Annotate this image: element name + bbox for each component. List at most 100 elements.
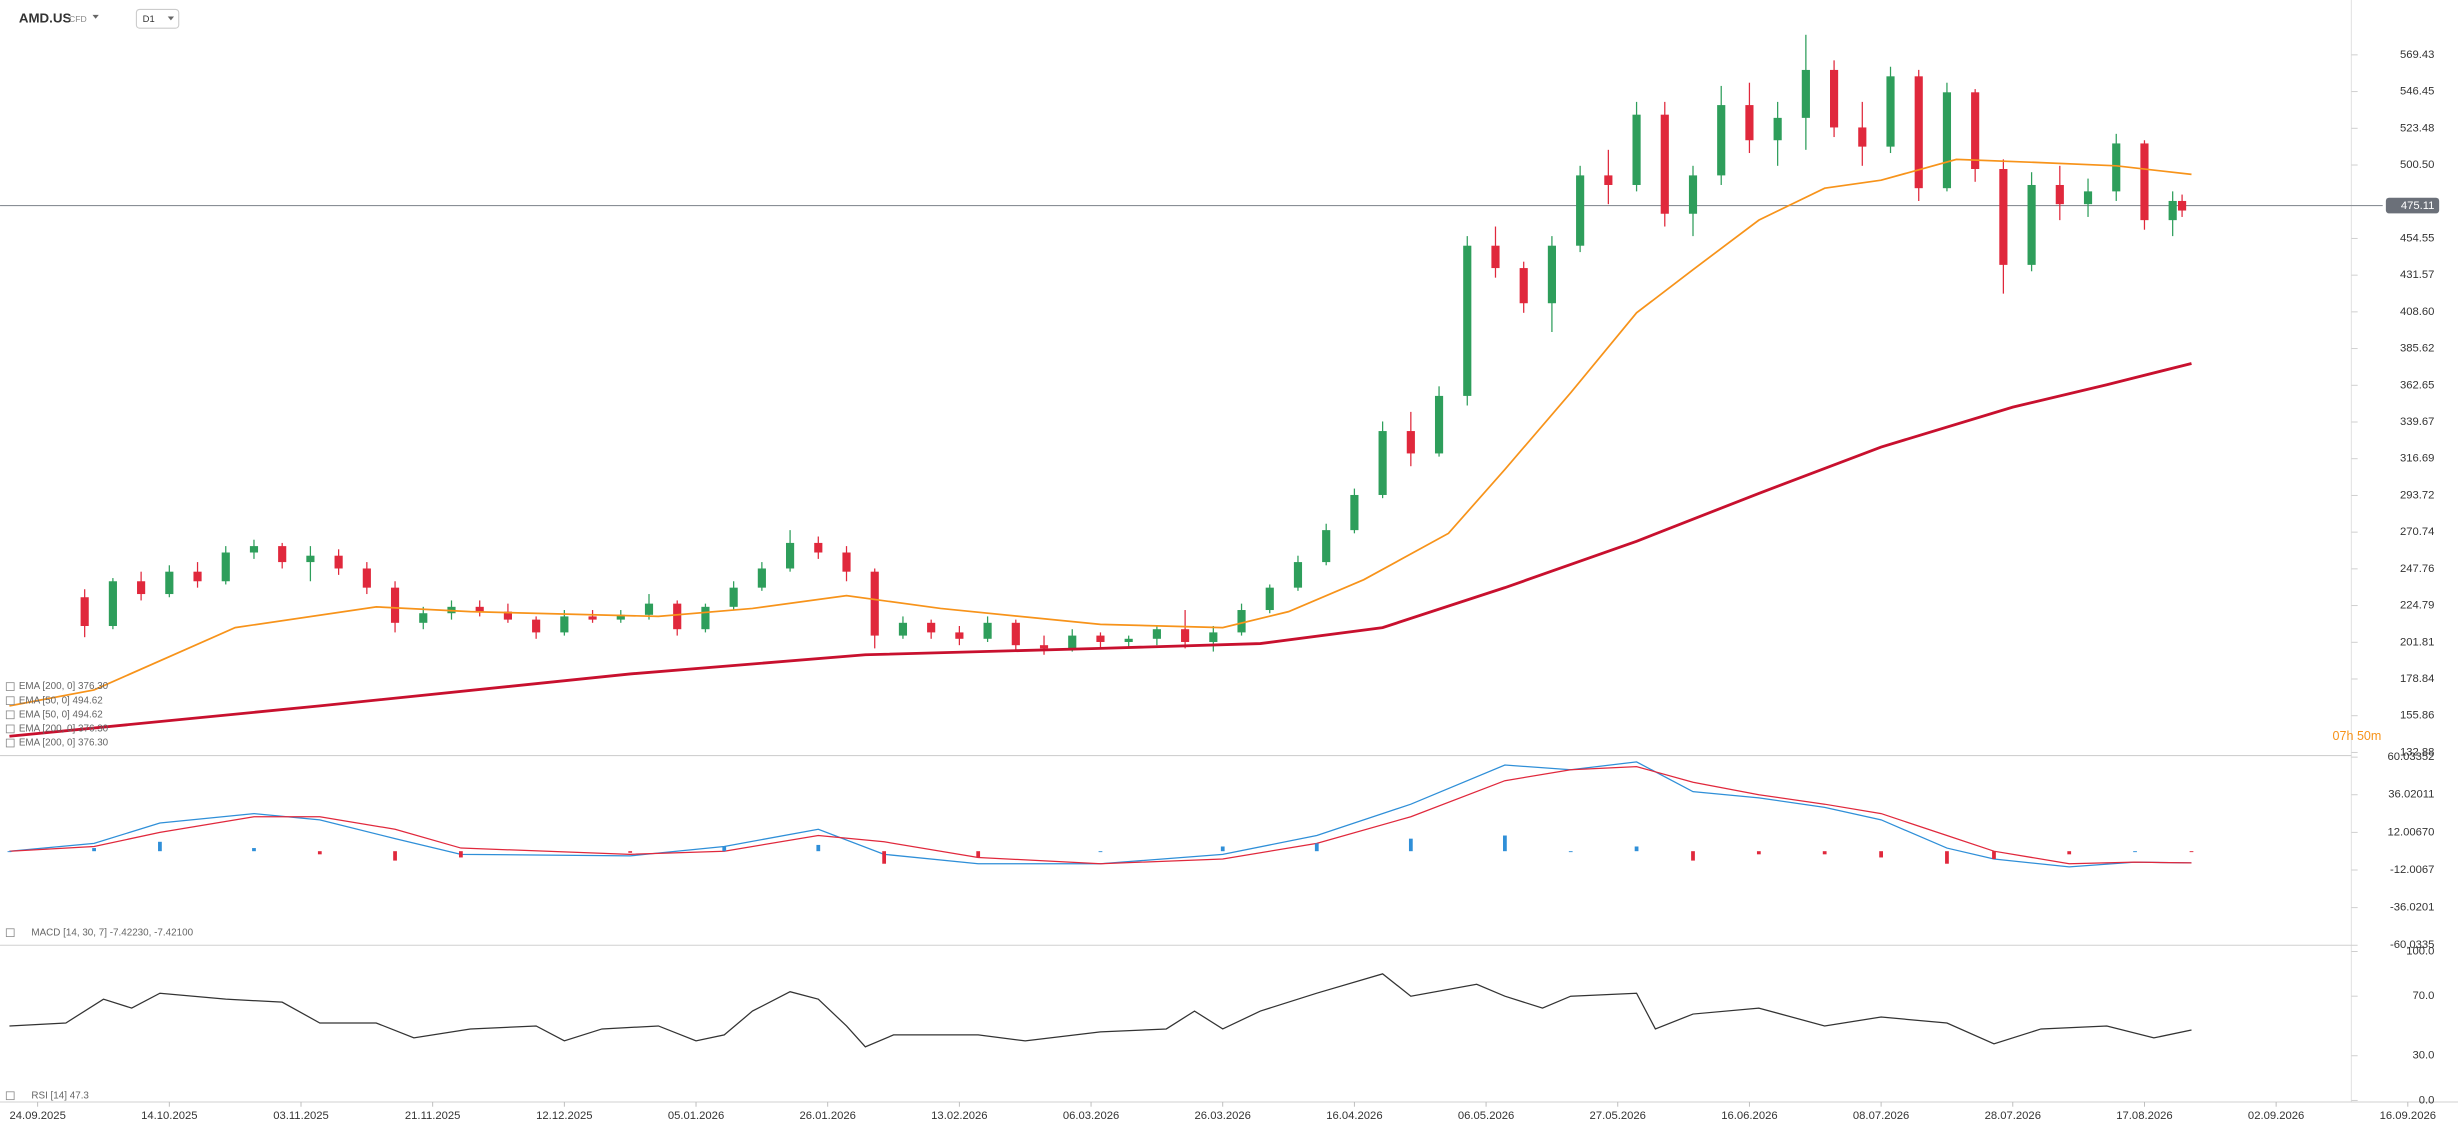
candle-body — [532, 619, 541, 633]
x-tick-label: 06.05.2026 — [1458, 1110, 1514, 1122]
candle-body — [108, 581, 117, 627]
candle-body — [842, 552, 851, 572]
candle-body — [927, 622, 936, 633]
legend-icon[interactable] — [5, 738, 15, 748]
legend-entry[interactable]: EMA [50, 0] 494.62 — [19, 709, 103, 720]
candle-body — [1350, 494, 1359, 531]
candle-body — [2178, 200, 2187, 211]
histogram-bar — [1634, 846, 1639, 852]
histogram-bar — [1945, 851, 1949, 864]
macd-legend[interactable]: MACD [14, 30, 7] -7.42230, -7.42100 — [31, 927, 193, 938]
interval-selector[interactable] — [135, 8, 180, 29]
histogram-bar — [2133, 851, 2137, 853]
y-tick-label: 569.43 — [2400, 49, 2434, 61]
candle-body — [2112, 143, 2121, 192]
candle-body — [1576, 175, 1585, 246]
y-tick-label: 155.86 — [2400, 710, 2434, 722]
legend-entry[interactable]: EMA [200, 0] 376.30 — [19, 724, 109, 735]
candle-body — [2055, 184, 2064, 205]
bar-countdown: 07h 50m — [2333, 729, 2382, 743]
x-tick-label: 16.04.2026 — [1326, 1110, 1382, 1122]
y-tick-label: 293.72 — [2400, 489, 2434, 501]
x-tick-label: 26.01.2026 — [800, 1110, 856, 1122]
candle-body — [1322, 530, 1331, 563]
y-tick-label: 339.67 — [2400, 416, 2434, 428]
legend-icon[interactable] — [5, 928, 15, 938]
candle-body — [1237, 610, 1246, 633]
indicator-line — [9, 158, 2192, 707]
histogram-bar — [1314, 843, 1319, 852]
rsi-legend[interactable]: RSI [14] 47.3 — [31, 1090, 89, 1101]
x-tick-label: 24.09.2025 — [9, 1110, 65, 1122]
candle-body — [2083, 191, 2093, 205]
candle-body — [983, 622, 992, 639]
candle-body — [1604, 175, 1613, 185]
interval[interactable]: D1 — [143, 13, 155, 24]
x-tick-label: 08.07.2026 — [1853, 1110, 1909, 1122]
histogram-bar — [1408, 838, 1413, 852]
x-tick-label: 26.03.2026 — [1195, 1110, 1251, 1122]
histogram-bar — [1691, 851, 1695, 861]
candle-body — [644, 603, 654, 615]
y-tick-label: 454.55 — [2400, 232, 2434, 244]
x-tick-label: 14.10.2025 — [141, 1110, 197, 1122]
x-tick-label: 21.11.2025 — [405, 1110, 461, 1122]
candle-body — [757, 568, 766, 588]
indicator-line — [9, 973, 2192, 1048]
y-tick-label: 30.0 — [2413, 1050, 2435, 1062]
y-tick-label: 546.45 — [2400, 86, 2434, 98]
candle-body — [1717, 105, 1726, 176]
histogram-bar — [1756, 851, 1761, 855]
y-tick-label: 201.81 — [2400, 636, 2434, 648]
x-tick-label: 03.11.2025 — [273, 1110, 329, 1122]
candle-body — [1039, 645, 1049, 649]
y-tick-label: 36.02011 — [2388, 789, 2434, 801]
candle-body — [390, 587, 400, 623]
candle-body — [278, 546, 287, 563]
legend-entry[interactable]: EMA [50, 0] 494.62 — [19, 695, 103, 706]
candle-body — [1547, 245, 1556, 304]
candle-body — [1265, 587, 1274, 611]
candle-body — [1096, 635, 1105, 642]
instrument-kind: CFD — [69, 14, 87, 24]
legend-entry[interactable]: EMA [200, 0] 376.30 — [19, 681, 109, 692]
x-tick-label: 17.08.2026 — [2116, 1110, 2172, 1122]
legend-icon[interactable] — [5, 1091, 15, 1101]
candle-body — [362, 568, 371, 588]
legend-icon[interactable] — [5, 710, 15, 720]
candle-body — [955, 632, 964, 639]
candle-body — [306, 555, 315, 563]
legend-icon[interactable] — [5, 724, 15, 734]
histogram-bar — [1822, 851, 1827, 855]
y-tick-label: 247.76 — [2400, 563, 2434, 575]
histogram-bar — [1220, 846, 1225, 852]
x-tick-label: 28.07.2026 — [1985, 1110, 2041, 1122]
candle-body — [475, 606, 484, 612]
candle-body — [588, 616, 597, 620]
symbol[interactable]: AMD.US — [19, 10, 72, 25]
histogram-bar — [393, 851, 397, 861]
legend-entry[interactable]: EMA [200, 0] 376.30 — [19, 738, 109, 749]
candle-body — [503, 611, 512, 620]
y-tick-label: 224.79 — [2400, 600, 2434, 612]
histogram-bar — [628, 851, 633, 853]
candle-body — [419, 613, 428, 623]
y-tick-label: -60.0335 — [2390, 939, 2434, 951]
y-tick-label: 523.48 — [2400, 122, 2434, 134]
histogram-bar — [92, 848, 96, 852]
current-price-tag — [2385, 197, 2440, 214]
candle-body — [1209, 632, 1218, 642]
legend-icon[interactable] — [5, 682, 15, 691]
histogram-bar — [459, 851, 463, 858]
symbol-dropdown[interactable] — [92, 14, 99, 19]
histogram-bar — [7, 851, 12, 853]
candle-body — [249, 546, 259, 553]
legend-icon[interactable] — [5, 696, 15, 706]
histogram-bar — [976, 851, 981, 858]
candle-body — [2140, 143, 2149, 221]
histogram-bar — [317, 851, 322, 855]
x-tick-label: 16.06.2026 — [1721, 1110, 1777, 1122]
candle-body — [814, 542, 823, 553]
